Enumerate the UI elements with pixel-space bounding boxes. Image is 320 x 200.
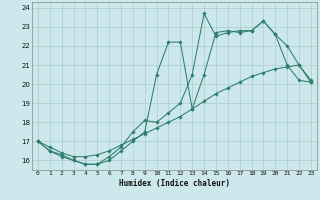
X-axis label: Humidex (Indice chaleur): Humidex (Indice chaleur) (119, 179, 230, 188)
